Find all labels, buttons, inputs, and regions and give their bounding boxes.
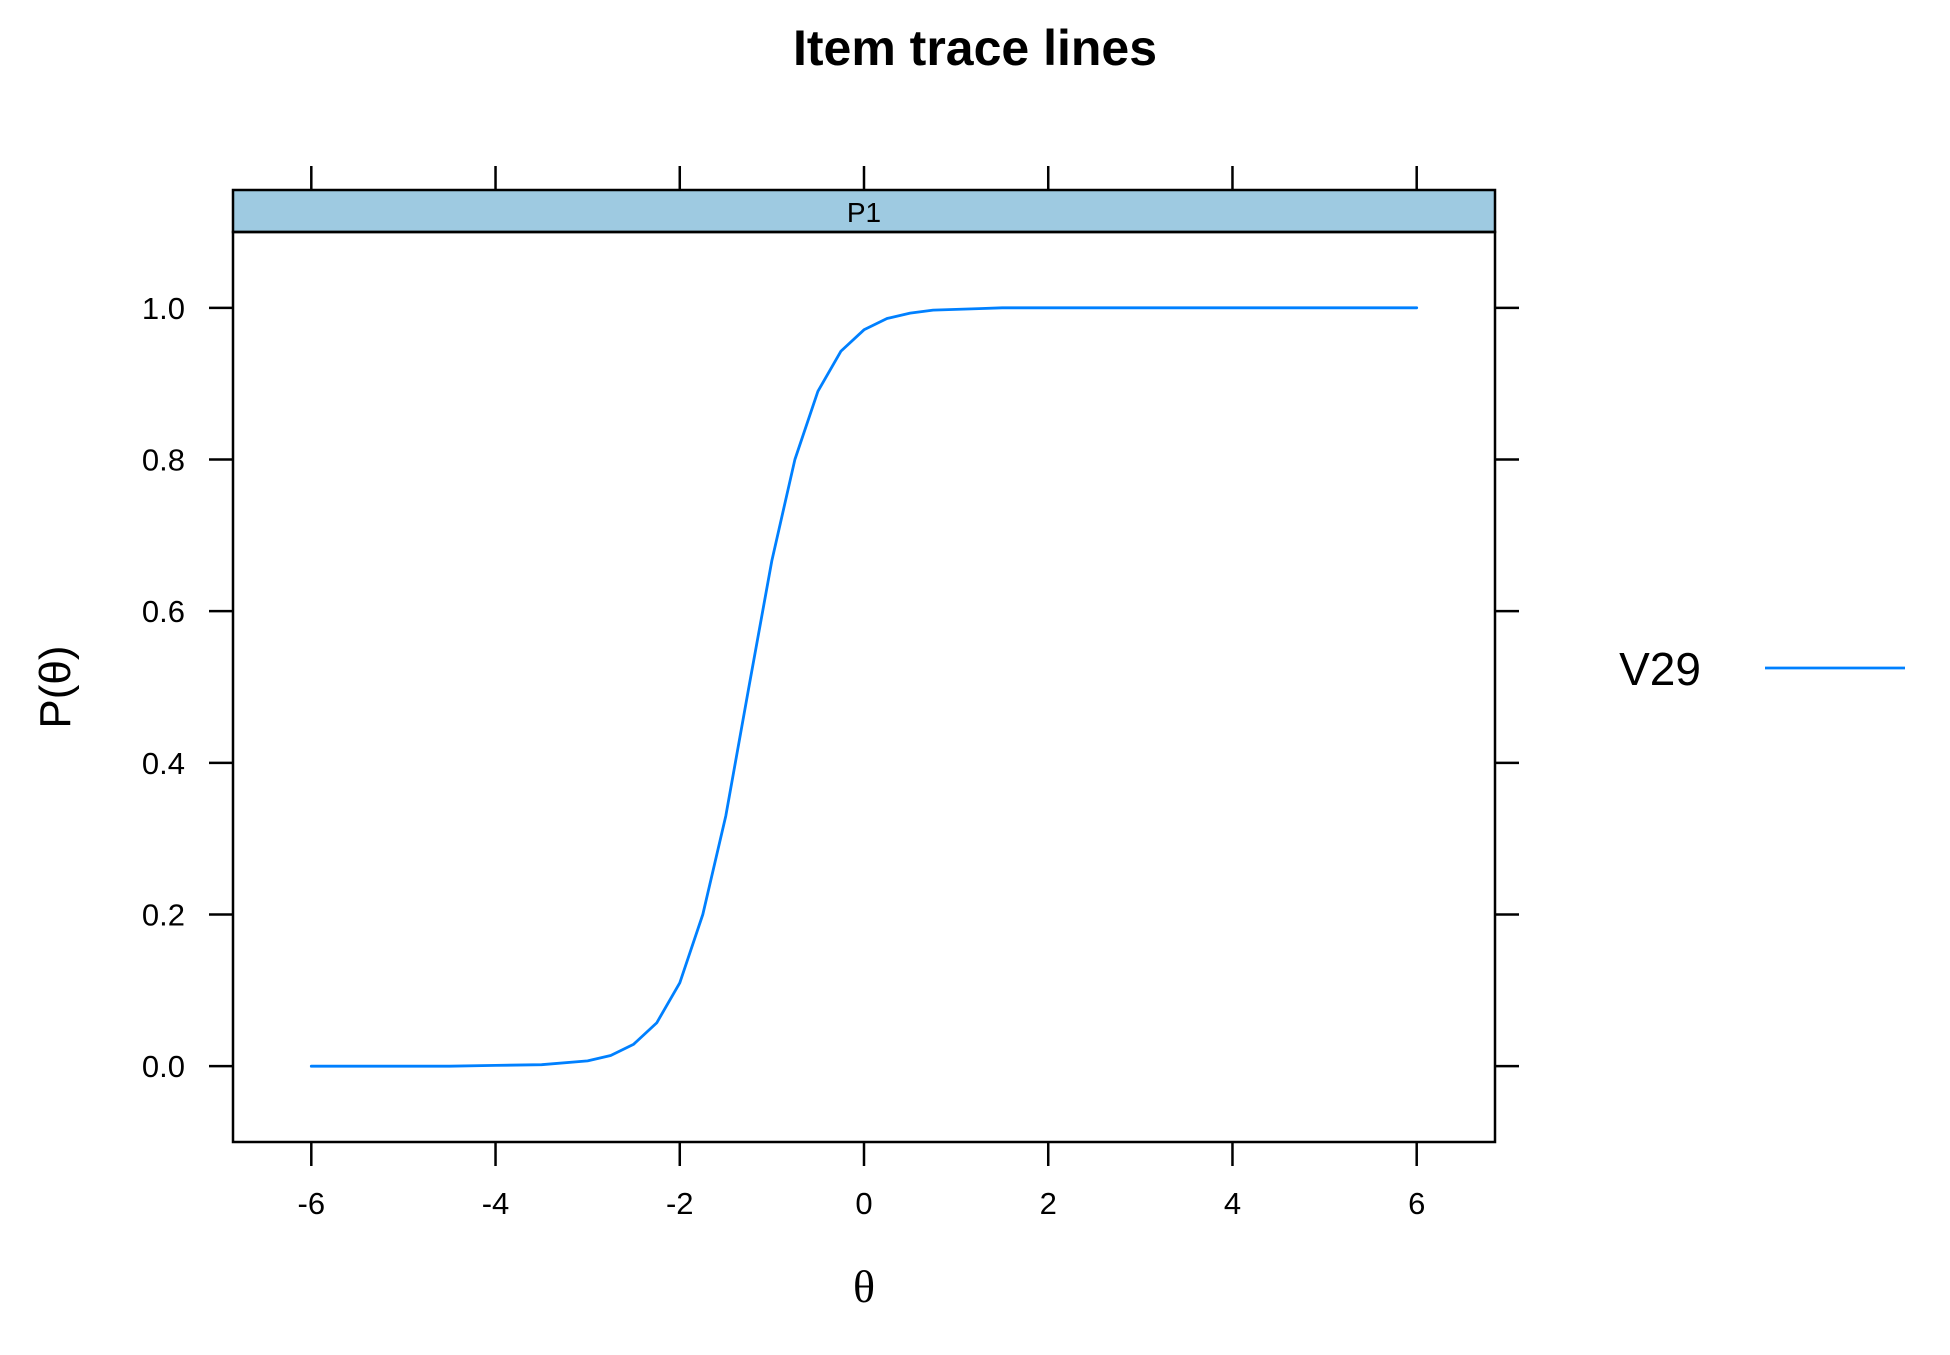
y-tick-label: 0.0 xyxy=(142,1049,185,1084)
y-tick-label: 1.0 xyxy=(142,291,185,326)
series-layer xyxy=(309,306,1419,1068)
x-axis-bottom-ticks: -6 -4 -2 0 2 4 6 xyxy=(298,1142,1425,1221)
series-line-v29 xyxy=(309,306,1419,1068)
y-axis-right-ticks xyxy=(1495,306,1519,1068)
plot-frame xyxy=(231,230,1497,1144)
y-axis-left-ticks: 0.0 0.2 0.4 0.6 0.8 1.0 xyxy=(142,291,233,1084)
legend: V29 xyxy=(1619,643,1905,695)
x-axis-top-ticks xyxy=(310,166,1418,190)
y-tick-label: 0.6 xyxy=(142,594,185,629)
chart-title: Item trace lines xyxy=(793,20,1157,76)
plot-panel: P1 -6 -4 -2 0 2 4 6 0.0 0.2 0.4 0.6 0.8 1.0 xyxy=(142,166,1519,1221)
panel-strip xyxy=(231,188,1497,234)
x-tick-label: 0 xyxy=(855,1186,872,1221)
x-axis-label: θ xyxy=(853,1261,875,1312)
y-tick-label: 0.8 xyxy=(142,443,185,478)
x-tick-label: -6 xyxy=(298,1186,326,1221)
x-tick-label: 2 xyxy=(1040,1186,1057,1221)
y-tick-label: 0.2 xyxy=(142,898,185,933)
x-tick-label: -2 xyxy=(666,1186,694,1221)
panel-strip-label: P1 xyxy=(847,197,881,228)
y-tick-label: 0.4 xyxy=(142,746,185,781)
x-tick-label: -4 xyxy=(482,1186,510,1221)
x-tick-label: 6 xyxy=(1408,1186,1425,1221)
x-tick-label: 4 xyxy=(1224,1186,1241,1221)
y-axis-label: P(θ) xyxy=(31,645,80,728)
legend-label-v29: V29 xyxy=(1619,643,1701,695)
